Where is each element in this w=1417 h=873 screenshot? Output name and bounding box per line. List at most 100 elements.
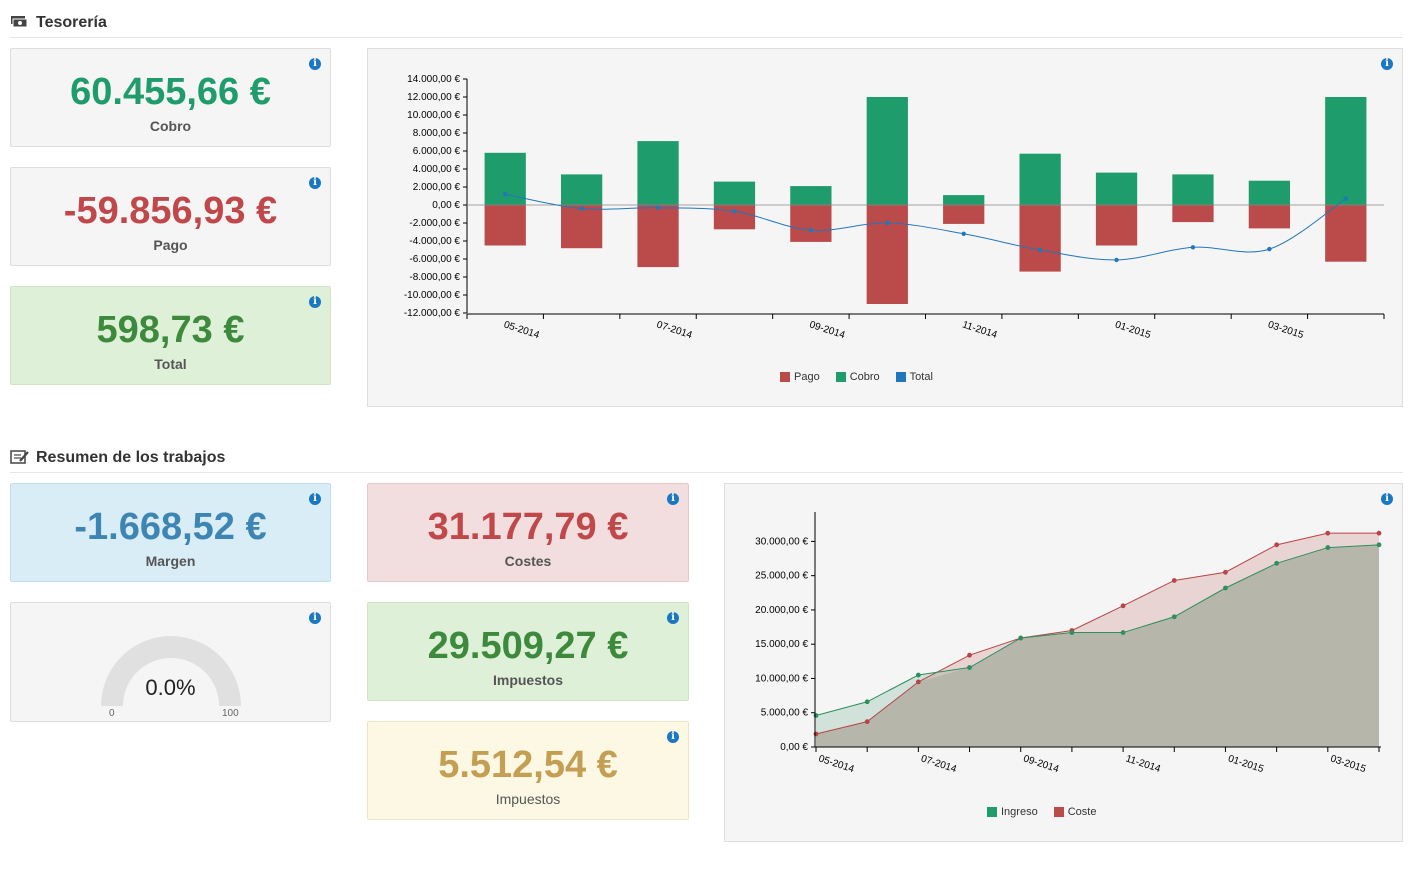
legend-item-coste[interactable]: Coste [1053, 806, 1097, 818]
cobro-value: 60.455,66 € [70, 71, 271, 113]
coste-point [1120, 603, 1126, 609]
bar-cobro [713, 181, 756, 205]
jobs-legend: Ingreso Coste [987, 806, 1096, 818]
legend-item-ingreso[interactable]: Ingreso [987, 806, 1038, 818]
x-tick-label: 11-2014 [1124, 753, 1162, 775]
treasury-bar-chart: 14.000,00 € 12.000,00 € 10.000,00 € 8.000,0… [404, 74, 1385, 341]
y-tick-label: 15.000,00 € [755, 639, 808, 650]
legend-swatch-ingreso [987, 807, 997, 817]
x-tick-label: 09-2014 [1022, 753, 1061, 775]
bar-cobro [637, 141, 679, 205]
x-tick-label: 07-2014 [655, 319, 694, 341]
gauge-track [101, 636, 241, 706]
bar-cobro [1248, 180, 1291, 205]
jobs-title: Resumen de los trabajos [36, 448, 226, 466]
margin-gauge [101, 636, 241, 706]
coste-point [1274, 542, 1280, 548]
pago-card: i -59.856,93 € Pago [10, 167, 331, 266]
ingreso-point [1069, 630, 1075, 635]
treasury-header: Tesorería [10, 8, 1403, 38]
info-icon[interactable]: i [667, 493, 679, 505]
legend-label-cobro: Cobro [849, 371, 880, 383]
bar-pago [866, 205, 908, 304]
coste-point [1223, 569, 1228, 575]
info-icon[interactable]: i [667, 612, 679, 624]
y-tick-label: 14.000,00 € [407, 74, 460, 85]
info-icon[interactable]: i [1381, 493, 1393, 505]
impuestos-label: Impuestos [492, 672, 563, 688]
jobs-area-chart: 30.000,00 € 25.000,00 € 20.000,00 € 15.000,… [755, 512, 1382, 775]
ingreso-point [864, 699, 870, 705]
info-icon[interactable]: i [309, 58, 321, 70]
ingreso-point [1274, 560, 1280, 566]
bar-pago [1095, 205, 1138, 246]
coste-point [864, 719, 870, 725]
y-tick-label: 8.000,00 € [413, 128, 461, 139]
costes-value: 31.177,79 € [427, 506, 629, 548]
bar-pago [1019, 205, 1061, 272]
total-point [808, 228, 814, 233]
bar-cobro [1172, 174, 1214, 205]
info-icon[interactable]: i [309, 612, 321, 624]
total-value: 598,73 € [96, 309, 245, 351]
y-tick-label: 0,00 € [780, 742, 808, 753]
x-tick-label: 03-2015 [1329, 753, 1368, 775]
ingreso-point [915, 672, 921, 678]
y-tick-label: 20.000,00 € [755, 605, 808, 616]
legend-swatch-pago [780, 372, 790, 382]
y-tick-label: 25.000,00 € [755, 571, 808, 582]
coste-point [813, 731, 819, 737]
info-icon[interactable]: i [309, 177, 321, 189]
bar-pago [637, 205, 679, 268]
y-tick-label: 10.000,00 € [755, 673, 808, 684]
legend-item-cobro[interactable]: Cobro [835, 371, 880, 383]
margen-label: Margen [145, 553, 196, 569]
ingreso-point [1376, 542, 1382, 548]
total-line [505, 193, 1347, 261]
total-point [1343, 196, 1348, 201]
bar-pago [713, 205, 756, 230]
bar-cobro [943, 195, 985, 205]
total-point [961, 231, 966, 236]
treasury-legend: Pago Cobro Total [780, 371, 933, 383]
treasury-title: Tesorería [36, 13, 107, 31]
coste-line [815, 532, 1379, 735]
y-tick-label: -12.000,00 € [404, 308, 461, 319]
ingreso-point [1223, 585, 1228, 591]
x-tick-label: 07-2014 [919, 753, 958, 775]
total-card: i 598,73 € Total [10, 286, 331, 385]
pago-value: -59.856,93 € [63, 190, 278, 232]
y-tick-label: 12.000,00 € [407, 92, 460, 103]
y-tick-label: -8.000,00 € [409, 272, 460, 283]
coste-point [1376, 530, 1382, 536]
impuestos-secondary-label: Impuestos [495, 791, 561, 807]
legend-label-coste: Coste [1067, 806, 1097, 818]
y-tick-label: 2.000,00 € [413, 182, 461, 193]
cobro-card: i 60.455,66 € Cobro [10, 48, 331, 147]
impuestos-card: i 29.509,27 € Impuestos [367, 602, 689, 701]
info-icon[interactable]: i [667, 731, 679, 743]
jobs-chart-panel: i 30.000,00 € 25.000,00 € 20.000,00 € 15.00… [724, 483, 1403, 842]
info-icon[interactable]: i [309, 493, 321, 505]
bar-pago [1248, 205, 1291, 229]
legend-swatch-cobro [835, 372, 846, 382]
total-point [732, 209, 737, 214]
info-icon[interactable]: i [309, 296, 321, 308]
total-point [503, 192, 508, 197]
ingreso-point [967, 665, 972, 670]
legend-item-total[interactable]: Total [895, 371, 933, 383]
bar-pago [484, 205, 526, 246]
legend-swatch-total [895, 372, 906, 382]
impuestos-secondary-value: 5.512,54 € [438, 744, 618, 786]
legend-item-pago[interactable]: Pago [780, 371, 820, 383]
total-point [1190, 245, 1196, 250]
bar-cobro [1325, 97, 1367, 205]
y-tick-label: 0,00 € [432, 200, 460, 211]
ingreso-point [813, 713, 819, 718]
bar-pago [560, 205, 603, 249]
bar-pago [1325, 205, 1367, 262]
coste-point [1171, 578, 1177, 583]
money-icon [10, 14, 30, 32]
info-icon[interactable]: i [1381, 58, 1393, 70]
total-point [1037, 247, 1043, 253]
